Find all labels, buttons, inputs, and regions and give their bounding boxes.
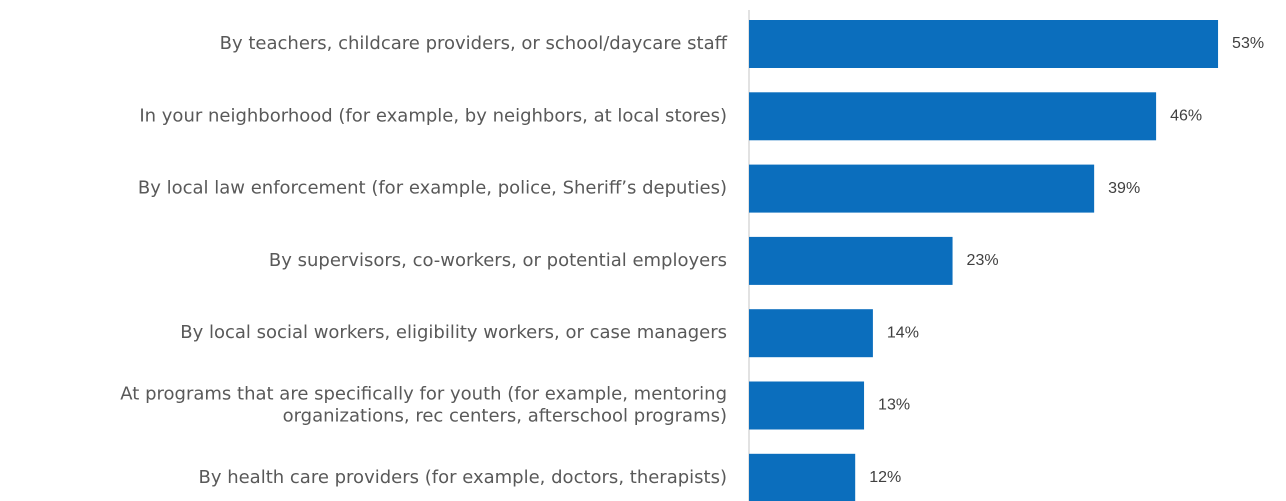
category-label: By local law enforcement (for example, p…	[138, 178, 727, 199]
bar	[749, 453, 856, 501]
data-label: 23%	[967, 252, 999, 269]
category-label: By health care providers (for example, d…	[198, 467, 727, 488]
data-label: 13%	[878, 397, 910, 414]
category-label: By supervisors, co-workers, or potential…	[269, 250, 727, 271]
category-label: By local social workers, eligibility wor…	[180, 322, 727, 343]
category-label: By teachers, childcare providers, or sch…	[220, 33, 728, 54]
data-label: 39%	[1108, 180, 1140, 197]
bar	[749, 164, 1095, 213]
bar	[749, 236, 953, 285]
category-label: At programs that are specifically for yo…	[120, 384, 727, 427]
bar	[749, 92, 1157, 141]
data-label: 14%	[887, 324, 919, 341]
data-label: 12%	[869, 469, 901, 486]
bar	[749, 20, 1219, 68]
data-label: 53%	[1232, 35, 1264, 52]
data-label: 46%	[1170, 108, 1202, 125]
bar	[749, 309, 873, 358]
category-label: In your neighborhood (for example, by ne…	[139, 105, 727, 126]
bar	[749, 381, 865, 430]
